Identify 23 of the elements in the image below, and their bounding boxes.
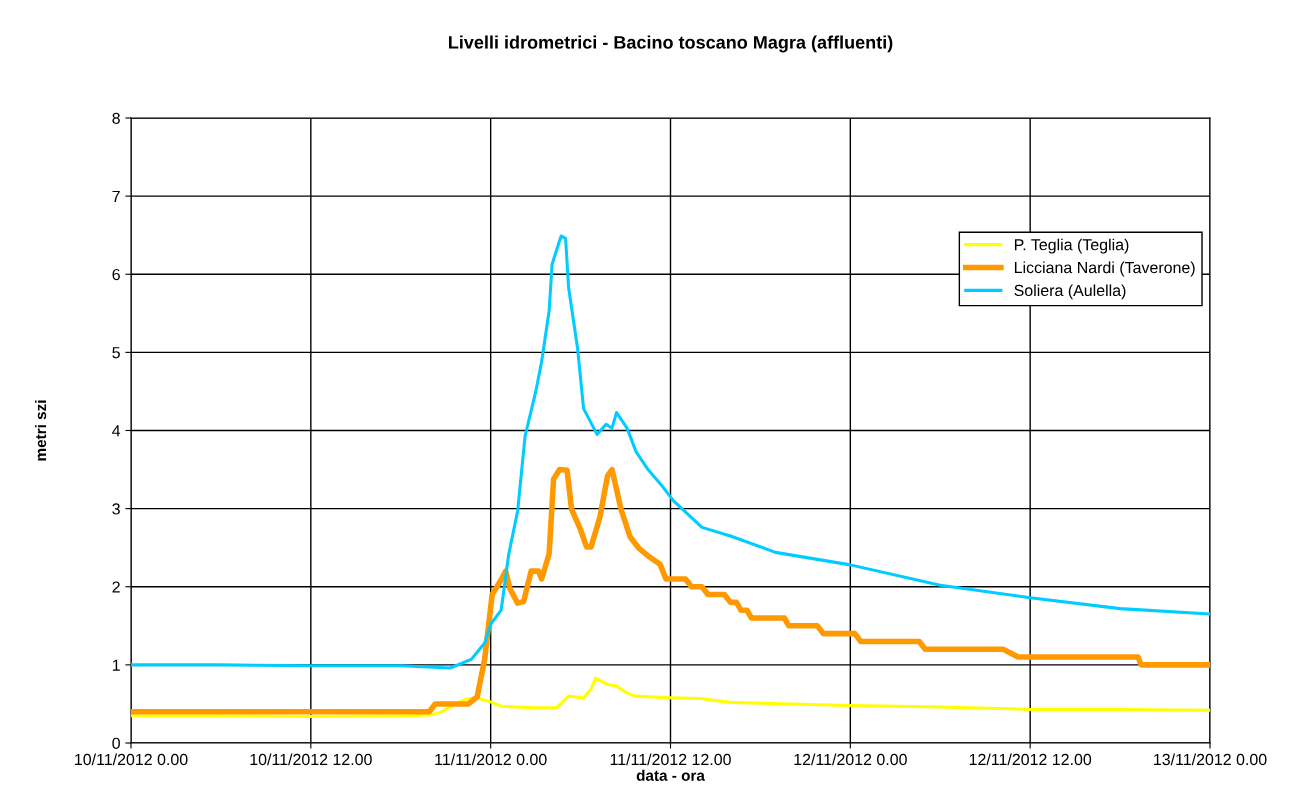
x-tick-label: 11/11/2012 0.00 — [435, 753, 547, 766]
x-tick-label: 11/11/2012 12.00 — [610, 753, 731, 766]
x-tick-label: 12/11/2012 12.00 — [969, 753, 1092, 766]
chart-title: Livelli idrometrici - Bacino toscano Magra (affluenti) — [449, 35, 893, 53]
line-series — [131, 676, 1210, 718]
y-tick-label: 7 — [112, 190, 120, 202]
x-tick-label: 13/11/2012 0.00 — [1154, 753, 1267, 766]
legend-label: Licciana Nardi (Taverone) — [1014, 261, 1195, 277]
y-tick-label: 1 — [112, 659, 120, 671]
y-tick-label: 4 — [112, 425, 121, 437]
y-tick-label: 2 — [112, 581, 120, 593]
y-axis-title: metri szi — [34, 400, 47, 461]
x-axis-title: data - ora — [636, 769, 705, 781]
y-tick-label: 0 — [112, 737, 120, 749]
y-tick-label: 8 — [112, 112, 120, 124]
legend-label: Soliera (Aulella) — [1014, 284, 1126, 300]
y-tick-label: 3 — [112, 503, 120, 515]
x-tick-label: 10/11/2012 0.00 — [75, 753, 188, 766]
legend-label: P. Teglia (Teglia) — [1014, 238, 1129, 254]
x-tick-label: 10/11/2012 12.00 — [250, 753, 372, 766]
x-tick-label: 12/11/2012 0.00 — [794, 753, 907, 766]
y-tick-label: 5 — [112, 347, 120, 359]
y-tick-label: 6 — [112, 268, 120, 281]
